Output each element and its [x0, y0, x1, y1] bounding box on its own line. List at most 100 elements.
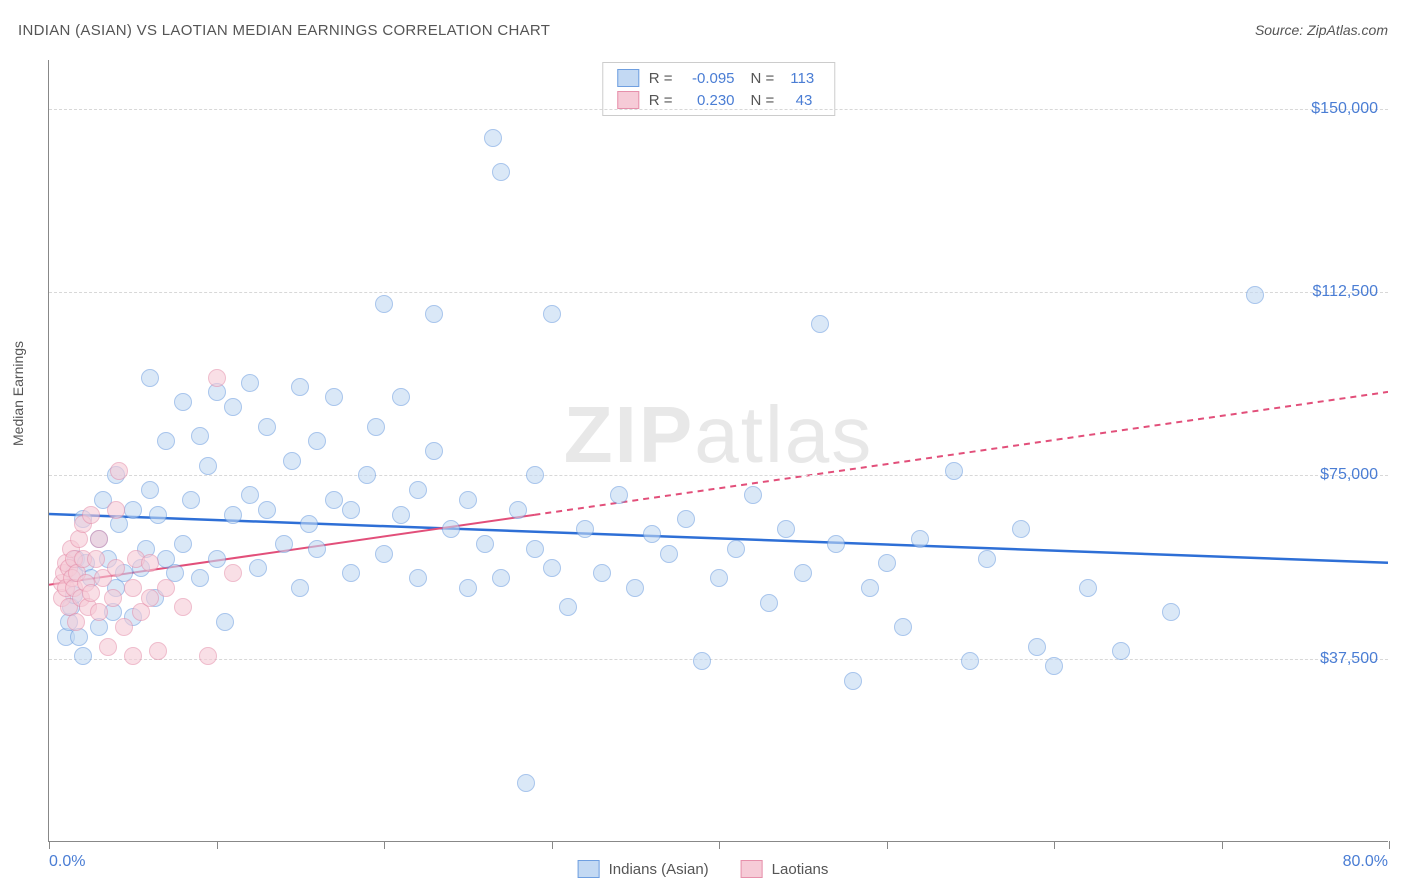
scatter-point [484, 129, 502, 147]
legend-swatch [617, 91, 639, 109]
scatter-point [1079, 579, 1097, 597]
gridline [49, 659, 1388, 660]
scatter-point [894, 618, 912, 636]
legend-r-value: -0.095 [683, 70, 741, 87]
scatter-point [110, 462, 128, 480]
legend-swatch [741, 860, 763, 878]
scatter-point [224, 506, 242, 524]
scatter-point [425, 305, 443, 323]
scatter-point [149, 506, 167, 524]
scatter-point [626, 579, 644, 597]
scatter-point [241, 374, 259, 392]
legend-r-label: R = [649, 92, 673, 109]
x-tick [1389, 841, 1390, 849]
scatter-point [476, 535, 494, 553]
scatter-point [526, 466, 544, 484]
x-tick [1222, 841, 1223, 849]
scatter-point [593, 564, 611, 582]
legend-n-label: N = [751, 92, 775, 109]
scatter-point [308, 540, 326, 558]
scatter-point [67, 613, 85, 631]
scatter-point [283, 452, 301, 470]
gridline [49, 475, 1388, 476]
y-axis-label: Median Earnings [10, 341, 26, 446]
scatter-point [191, 427, 209, 445]
scatter-point [945, 462, 963, 480]
scatter-point [124, 501, 142, 519]
scatter-point [182, 491, 200, 509]
scatter-point [760, 594, 778, 612]
scatter-point [199, 457, 217, 475]
scatter-point [392, 388, 410, 406]
x-tick [384, 841, 385, 849]
legend-n-value: 113 [784, 70, 820, 87]
scatter-point [224, 398, 242, 416]
scatter-point [249, 559, 267, 577]
scatter-point [517, 774, 535, 792]
legend-n-label: N = [751, 70, 775, 87]
scatter-point [74, 647, 92, 665]
scatter-point [367, 418, 385, 436]
scatter-point [174, 393, 192, 411]
scatter-point [141, 589, 159, 607]
plot-area: ZIPatlas R =-0.095N =113R =0.230N =43 $3… [48, 60, 1388, 842]
scatter-point [1162, 603, 1180, 621]
scatter-point [258, 501, 276, 519]
scatter-point [442, 520, 460, 538]
scatter-point [693, 652, 711, 670]
legend-n-value: 43 [784, 92, 818, 109]
scatter-point [224, 564, 242, 582]
scatter-point [543, 305, 561, 323]
scatter-point [1112, 642, 1130, 660]
x-min-label: 0.0% [49, 853, 85, 871]
scatter-point [174, 598, 192, 616]
scatter-point [643, 525, 661, 543]
scatter-point [392, 506, 410, 524]
legend-swatch [578, 860, 600, 878]
scatter-point [174, 535, 192, 553]
scatter-point [124, 579, 142, 597]
scatter-point [241, 486, 259, 504]
scatter-point [727, 540, 745, 558]
scatter-point [978, 550, 996, 568]
scatter-point [141, 369, 159, 387]
legend-row: R = -0.095 N = 113 [617, 67, 820, 89]
scatter-point [961, 652, 979, 670]
scatter-point [710, 569, 728, 587]
scatter-point [149, 642, 167, 660]
scatter-point [660, 545, 678, 563]
scatter-point [300, 515, 318, 533]
scatter-point [275, 535, 293, 553]
series-legend-item: Indians (Asian) [578, 860, 709, 878]
scatter-point [459, 491, 477, 509]
scatter-point [358, 466, 376, 484]
scatter-point [216, 613, 234, 631]
scatter-point [342, 501, 360, 519]
scatter-point [794, 564, 812, 582]
scatter-point [911, 530, 929, 548]
scatter-point [492, 163, 510, 181]
scatter-point [325, 491, 343, 509]
scatter-point [325, 388, 343, 406]
series-legend-item: Laotians [741, 860, 829, 878]
scatter-point [861, 579, 879, 597]
scatter-point [90, 603, 108, 621]
legend-r-label: R = [649, 70, 673, 87]
series-legend-label: Laotians [772, 861, 829, 878]
scatter-point [777, 520, 795, 538]
scatter-point [459, 579, 477, 597]
scatter-point [811, 315, 829, 333]
y-tick-label: $150,000 [1311, 100, 1378, 118]
scatter-point [342, 564, 360, 582]
scatter-point [199, 647, 217, 665]
scatter-point [827, 535, 845, 553]
scatter-point [107, 501, 125, 519]
scatter-point [157, 432, 175, 450]
scatter-point [744, 486, 762, 504]
scatter-point [157, 579, 175, 597]
y-tick-label: $112,500 [1312, 283, 1378, 301]
scatter-point [141, 554, 159, 572]
scatter-point [1028, 638, 1046, 656]
scatter-point [409, 569, 427, 587]
scatter-point [844, 672, 862, 690]
